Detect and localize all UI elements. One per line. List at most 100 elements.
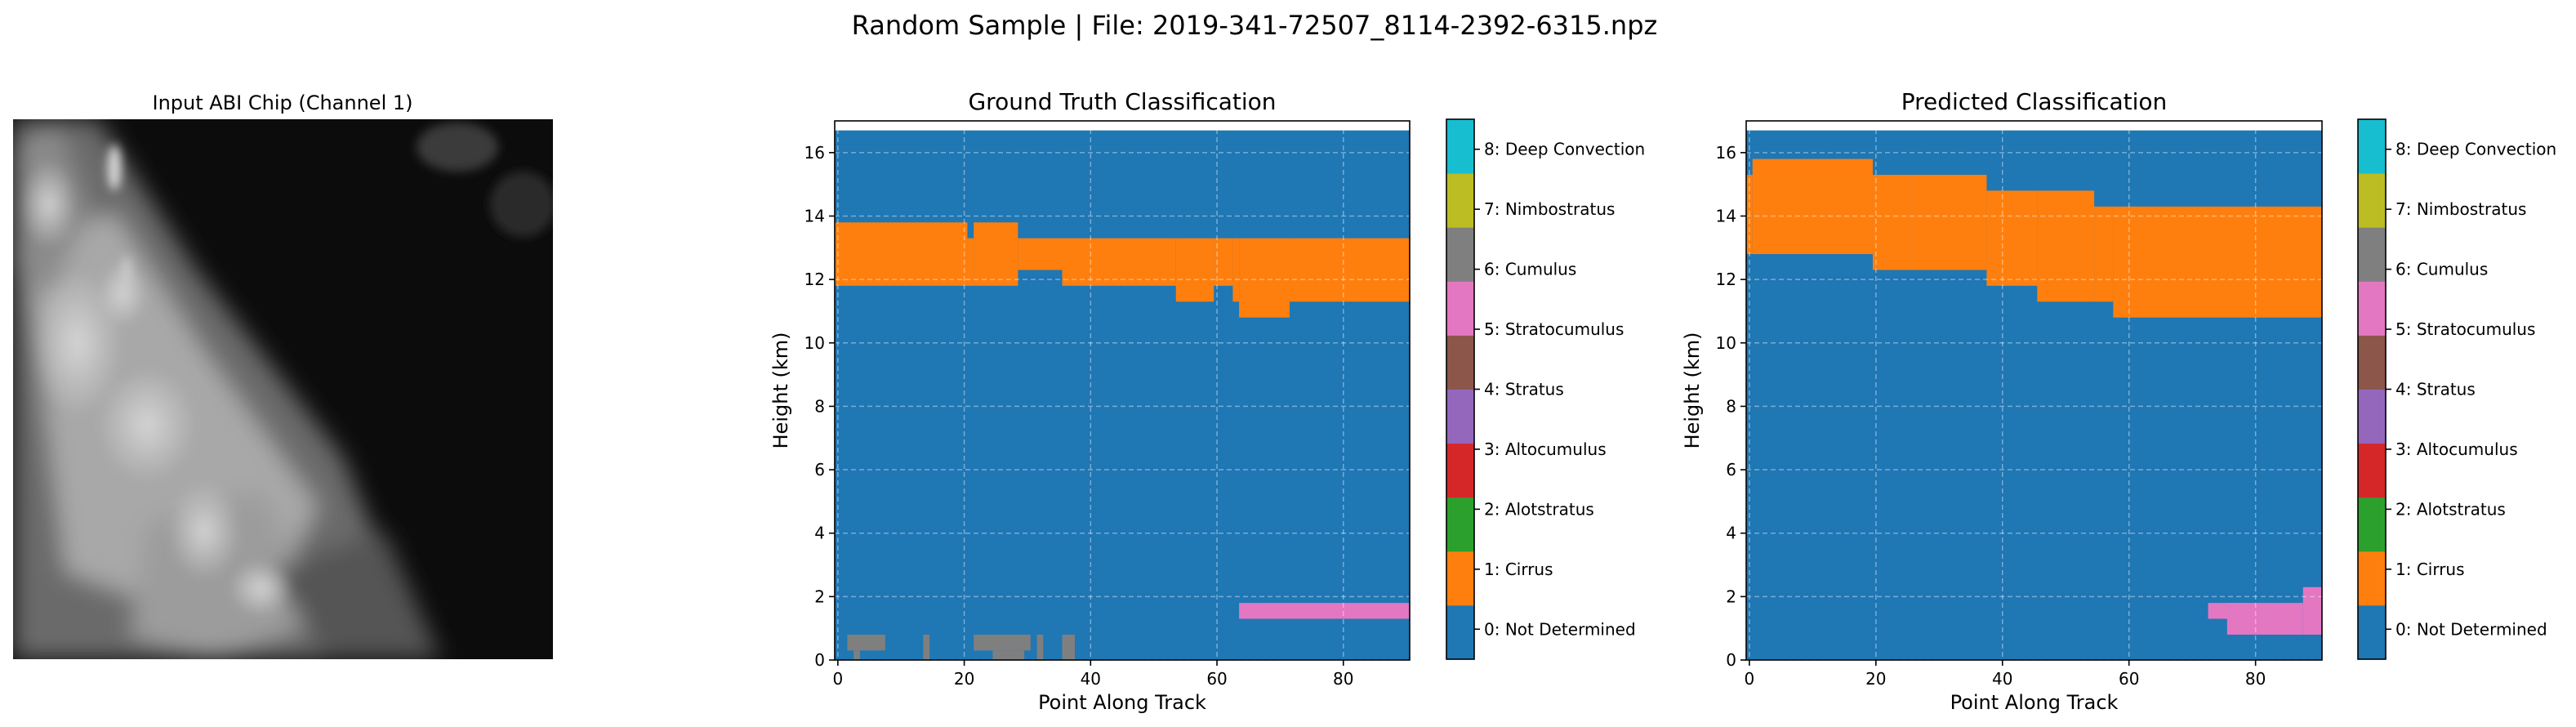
pred-colorbar-swatch-8	[2358, 173, 2386, 228]
gt-region-4	[1062, 238, 1176, 286]
pred-region-5	[2037, 190, 2095, 302]
pred-colorbar-label-0: 0: Not Determined	[2396, 619, 2547, 639]
pred-region-3	[1910, 175, 1987, 270]
pred-colorbar-swatch-5	[2358, 335, 2386, 390]
pred-region-9	[2226, 603, 2303, 635]
pred-ytick-label-6: 12	[1716, 270, 1736, 289]
gt-region-9	[1290, 238, 1410, 302]
pred-colorbar-label-7: 7: Nimbostratus	[2396, 199, 2526, 219]
gt-region-17	[1062, 634, 1075, 660]
gt-region-0	[835, 222, 968, 286]
pred-ytick-label-2: 4	[1726, 524, 1736, 543]
gt-colorbar-swatch-9	[1446, 119, 1474, 174]
gt-colorbar-label-5: 5: Stratocumulus	[1484, 319, 1624, 339]
gt-region-11	[847, 634, 885, 651]
gt-axes-frame	[834, 120, 1411, 661]
pred-colorbar-swatch-7	[2358, 227, 2386, 282]
gt-colorbar-swatch-2	[1446, 497, 1474, 552]
pred-xtick-label-4: 80	[2245, 669, 2266, 689]
pred-colorbar-label-3: 3: Altocumulus	[2396, 439, 2518, 459]
pred-ytick-label-5: 10	[1716, 333, 1736, 353]
gt-ylabel: Height (km)	[769, 332, 792, 449]
pred-ytick-label-0: 0	[1726, 650, 1736, 670]
gt-colorbar-swatch-6	[1446, 281, 1474, 336]
gt-colorbar-label-2: 2: Alotstratus	[1484, 499, 1594, 519]
gt-region-5	[1175, 238, 1214, 302]
gt-region-12	[853, 650, 860, 660]
gt-colorbar-label-6: 6: Cumulus	[1484, 260, 1576, 279]
gt-region-3	[1018, 238, 1063, 270]
gt-colorbar-label-0: 0: Not Determined	[1484, 619, 1636, 639]
gt-region-2	[974, 222, 1018, 286]
pred-region-10	[2302, 587, 2322, 635]
pred-ytick-label-1: 2	[1726, 587, 1736, 606]
pred-colorbar-label-6: 6: Cumulus	[2396, 260, 2488, 279]
gt-ytick-label-3: 6	[814, 460, 825, 479]
gt-region-15	[992, 650, 1025, 660]
gt-xtick-label-4: 80	[1333, 669, 1353, 689]
gt-ytick-label-7: 14	[804, 206, 825, 225]
gt-colorbar-swatch-8	[1446, 173, 1474, 228]
pred-colorbar-swatch-1	[2358, 551, 2386, 606]
pred-region-1	[1752, 158, 1873, 255]
gt-ytick-label-4: 8	[814, 396, 825, 416]
pred-xtick-label-2: 40	[1992, 669, 2012, 689]
pred-colorbar-swatch-4	[2358, 389, 2386, 444]
gt-colorbar-swatch-4	[1446, 389, 1474, 444]
gt-colorbar-swatch-0	[1446, 604, 1474, 660]
input-chip-panel: Input ABI Chip (Channel 1)	[13, 91, 553, 659]
gt-region-13	[923, 634, 930, 660]
gt-ytick-label-1: 2	[814, 587, 825, 606]
gt-ytick-label-5: 10	[804, 333, 825, 353]
pred-colorbar-swatch-0	[2358, 604, 2386, 660]
gt-xtick-label-3: 60	[1206, 669, 1227, 689]
gt-colorbar-label-7: 7: Nimbostratus	[1484, 199, 1615, 219]
gt-colorbar-swatch-1	[1446, 551, 1474, 606]
pred-ylabel: Height (km)	[1681, 332, 1704, 449]
gt-colorbar-label-4: 4: Stratus	[1484, 380, 1564, 399]
pred-xtick-label-0: 0	[1745, 669, 1755, 689]
pred-colorbar-swatch-3	[2358, 443, 2386, 498]
gt-ytick-label-6: 12	[804, 270, 825, 289]
ground-truth-panel: 0 20 40 60 80 0 2 4 6 8 10 12 14 16 Ground Truth Class…	[769, 88, 1645, 714]
gt-ytick-label-2: 4	[814, 524, 825, 543]
gt-colorbar-swatch-3	[1446, 443, 1474, 498]
gt-colorbar-swatch-5	[1446, 335, 1474, 390]
pred-xtick-label-1: 20	[1865, 669, 1886, 689]
gt-colorbar-label-1: 1: Cirrus	[1484, 560, 1553, 579]
gt-xlabel: Point Along Track	[1038, 691, 1206, 714]
gt-colorbar-swatch-7	[1446, 227, 1474, 282]
gt-xtick-label-0: 0	[833, 669, 844, 689]
input-chip-title: Input ABI Chip (Channel 1)	[152, 91, 412, 114]
pred-colorbar-label-5: 5: Stratocumulus	[2396, 319, 2535, 339]
gt-colorbar-label-8: 8: Deep Convection	[1484, 140, 1645, 159]
pred-ytick-label-3: 6	[1726, 460, 1736, 479]
gt-colorbar-label-3: 3: Altocumulus	[1484, 439, 1607, 459]
gt-ytick-label-8: 16	[804, 143, 825, 163]
gt-title: Ground Truth Classification	[968, 88, 1276, 115]
pred-colorbar-label-1: 1: Cirrus	[2396, 560, 2465, 579]
pred-xlabel: Point Along Track	[1950, 691, 2119, 714]
gt-region-6	[1214, 238, 1233, 286]
pred-ytick-label-7: 14	[1716, 206, 1736, 225]
gt-region-16	[1036, 634, 1044, 660]
pred-axes-frame	[1745, 120, 2323, 661]
pred-region-4	[1986, 190, 2038, 286]
pred-region-6	[2094, 206, 2114, 302]
gt-region-10	[1239, 603, 1410, 619]
predicted-panel: 0 20 40 60 80 0 2 4 6 8 10 12 14 16 Predicted Classifi…	[1681, 88, 2556, 714]
figure-title: Random Sample | File: 2019-341-72507_811…	[852, 10, 1658, 41]
gt-region-8	[1239, 238, 1290, 318]
pred-colorbar-label-8: 8: Deep Convection	[2396, 140, 2556, 159]
pred-title: Predicted Classification	[1901, 88, 2168, 115]
abi-chip-image	[13, 119, 553, 659]
pred-colorbar-swatch-9	[2358, 119, 2386, 174]
pred-region-2	[1872, 175, 1911, 270]
pred-xtick-label-3: 60	[2119, 669, 2139, 689]
gt-ytick-label-0: 0	[814, 650, 825, 670]
gt-region-14	[974, 634, 1031, 651]
pred-colorbar-swatch-2	[2358, 497, 2386, 552]
pred-ytick-label-4: 8	[1726, 396, 1736, 416]
pred-ytick-label-8: 16	[1716, 143, 1736, 163]
gt-xtick-label-2: 40	[1081, 669, 1101, 689]
